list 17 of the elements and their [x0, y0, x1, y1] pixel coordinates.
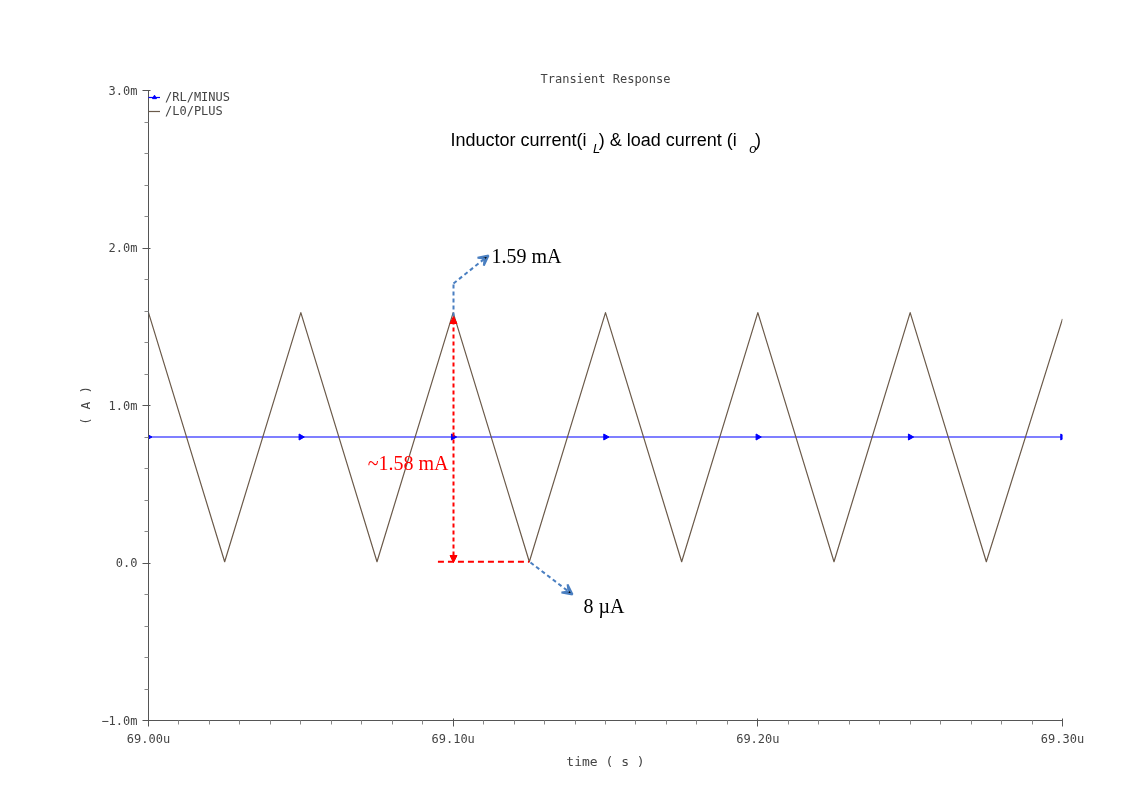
chart-title: Transient Response — [540, 71, 671, 86]
y-tick-label: 1.0m — [108, 398, 138, 413]
x-axis-title: time ( s ) — [566, 753, 645, 769]
x-tick-label: 69.10u — [431, 731, 475, 746]
annotation: ~1.58 mA — [367, 451, 450, 474]
legend-label: /RL/MINUS — [165, 90, 231, 104]
y-tick-label: 3.0m — [108, 83, 138, 98]
legend-label: /L0/PLUS — [165, 104, 223, 118]
y-tick-label: 2.0m — [108, 241, 138, 255]
y-tick-label: 0.0 — [115, 556, 138, 570]
annotation: 1.59 mA — [491, 244, 563, 267]
x-tick-label: 69.20u — [736, 731, 780, 746]
y-tick-label: −1.0m — [101, 713, 138, 728]
annotation: 8 µA — [583, 594, 626, 618]
y-axis-title: ( A ) — [78, 385, 94, 426]
x-tick-label: 69.30u — [1040, 731, 1085, 746]
x-tick-label: 69.00u — [126, 731, 171, 746]
